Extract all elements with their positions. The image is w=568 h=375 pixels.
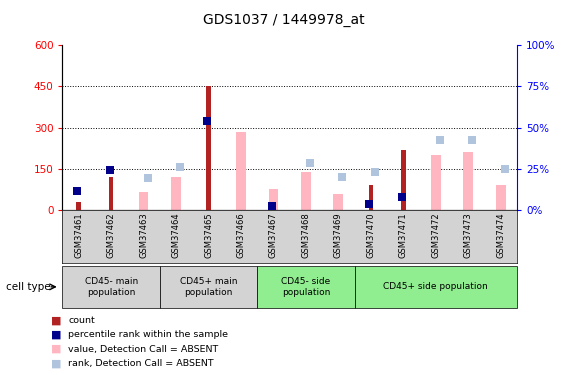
Text: GSM37461: GSM37461 — [74, 212, 83, 258]
Bar — [369, 185, 373, 210]
Text: GSM37466: GSM37466 — [236, 212, 245, 258]
Text: CD45- side
population: CD45- side population — [281, 277, 331, 297]
Text: GSM37471: GSM37471 — [399, 212, 408, 258]
Text: GSM37467: GSM37467 — [269, 212, 278, 258]
Text: GSM37474: GSM37474 — [496, 212, 505, 258]
Text: CD45+ side population: CD45+ side population — [383, 282, 488, 291]
Bar — [431, 155, 441, 210]
Text: count: count — [68, 316, 95, 325]
Bar — [463, 152, 473, 210]
Text: GSM37462: GSM37462 — [107, 212, 116, 258]
Bar — [401, 150, 406, 210]
Text: cell type: cell type — [6, 282, 51, 292]
Bar — [269, 189, 278, 210]
Text: ■: ■ — [51, 330, 61, 340]
Bar — [171, 177, 181, 210]
Text: ■: ■ — [51, 316, 61, 326]
Bar — [206, 86, 211, 210]
Text: GSM37470: GSM37470 — [366, 212, 375, 258]
Bar — [301, 171, 311, 210]
Bar — [333, 194, 343, 210]
Text: GSM37468: GSM37468 — [302, 212, 310, 258]
Bar — [236, 132, 246, 210]
Bar — [496, 185, 506, 210]
Text: value, Detection Call = ABSENT: value, Detection Call = ABSENT — [68, 345, 219, 354]
Text: GSM37465: GSM37465 — [204, 212, 213, 258]
Text: CD45- main
population: CD45- main population — [85, 277, 138, 297]
Bar — [77, 202, 81, 210]
Text: GDS1037 / 1449978_at: GDS1037 / 1449978_at — [203, 13, 365, 27]
Text: GSM37472: GSM37472 — [431, 212, 440, 258]
Text: ■: ■ — [51, 344, 61, 354]
Text: rank, Detection Call = ABSENT: rank, Detection Call = ABSENT — [68, 359, 214, 368]
Text: GSM37473: GSM37473 — [463, 212, 473, 258]
Text: GSM37464: GSM37464 — [172, 212, 181, 258]
Text: percentile rank within the sample: percentile rank within the sample — [68, 330, 228, 339]
Text: CD45+ main
population: CD45+ main population — [180, 277, 237, 297]
Bar — [109, 177, 114, 210]
Text: GSM37463: GSM37463 — [139, 212, 148, 258]
Text: ■: ■ — [51, 358, 61, 368]
Bar — [139, 192, 148, 210]
Text: GSM37469: GSM37469 — [334, 212, 343, 258]
